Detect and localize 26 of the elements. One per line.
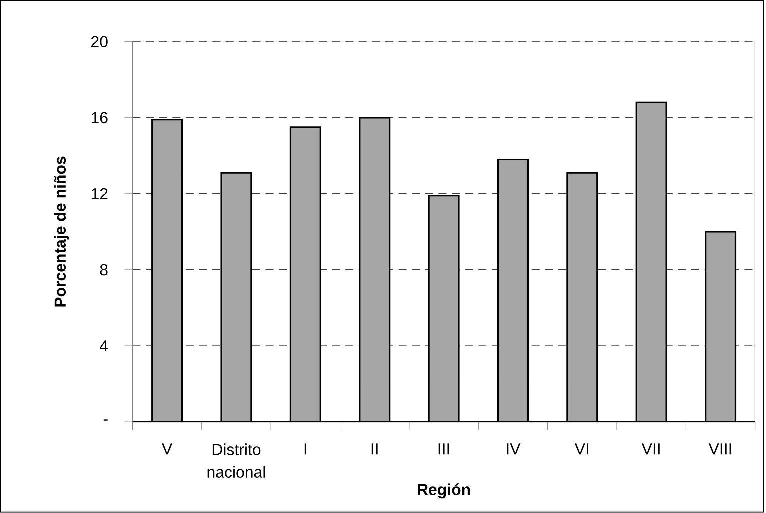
y-tick-label: 4 [100, 340, 108, 352]
y-tick-label: - [104, 420, 108, 421]
bar [636, 102, 668, 422]
y-tick-label: 8 [100, 264, 108, 276]
x-tick-label: IV [507, 444, 521, 455]
x-tick-label: Distrito nacional [208, 444, 266, 478]
bar [359, 117, 391, 422]
y-axis-title: Porcentaje de niños [54, 156, 70, 307]
bar [220, 172, 252, 422]
x-tick-label: II [372, 444, 378, 455]
bar [566, 172, 598, 422]
x-tick-label: V [162, 444, 173, 455]
x-tick-label: VII [642, 444, 660, 455]
y-tick-label: 12 [92, 188, 108, 200]
bar [152, 119, 184, 422]
y-tick-label: 16 [92, 112, 108, 124]
x-tick-label: III [438, 444, 450, 455]
bar [428, 195, 460, 422]
x-tick-label: VI [574, 444, 588, 455]
y-tick-label: 20 [92, 36, 108, 48]
x-axis-title: Región [418, 484, 470, 499]
x-tick-label: I [304, 444, 306, 455]
bar [290, 126, 322, 422]
x-tick-label: VIII [708, 444, 732, 455]
bar [705, 231, 737, 422]
bar [497, 159, 529, 422]
